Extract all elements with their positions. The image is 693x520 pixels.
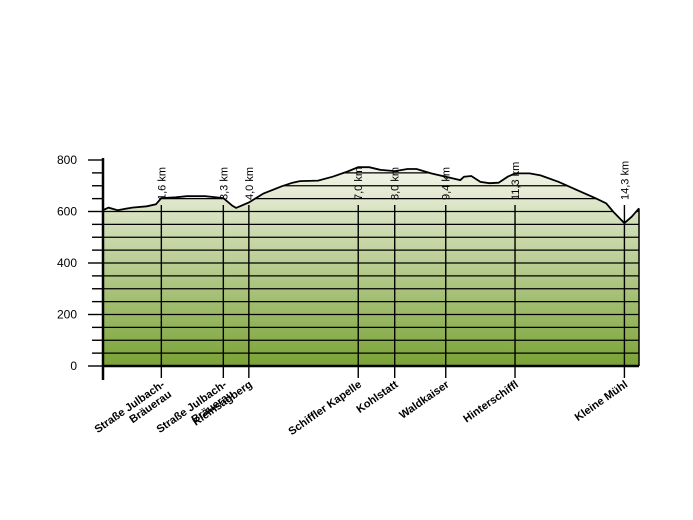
place-label: Kleine Mühl [573, 379, 630, 424]
y-tick-label: 0 [70, 359, 77, 373]
km-marker-label: 9,4 km [441, 167, 453, 200]
km-marker-label: 14,3 km [619, 161, 631, 200]
y-tick-label: 800 [57, 153, 77, 167]
elevation-area [103, 167, 639, 366]
y-axis [88, 158, 640, 380]
km-marker-label: 7,0 km [353, 167, 365, 200]
km-marker-label: 3,3 km [218, 167, 230, 200]
place-label: Hinterschiffl [461, 379, 520, 426]
place-label: Kohlstatt [354, 378, 400, 415]
y-tick-label: 600 [57, 205, 77, 219]
km-marker-label: 4,0 km [244, 167, 256, 200]
km-marker-label: 11,3 km [510, 162, 522, 200]
km-markers: 1,6 km 3,3 km 4,0 km 7,0 km 8,0 km 9,4 km 11,3… [156, 161, 631, 378]
elevation-profile-line [102, 166, 640, 225]
y-tick-labels: 0 200 400 600 800 [57, 153, 77, 373]
place-label: Schiffler Kapelle [286, 379, 363, 438]
y-tick-label: 200 [57, 308, 77, 322]
place-label: Waldkaiser [397, 378, 452, 421]
profile-line-group [102, 166, 640, 225]
y-tick-label: 400 [57, 256, 77, 270]
elevation-area-fill [103, 167, 639, 366]
km-marker-label: 8,0 km [390, 167, 402, 200]
km-marker-label: 1,6 km [156, 167, 168, 200]
place-label: Straße Julbach-Bräuerau [93, 378, 175, 445]
